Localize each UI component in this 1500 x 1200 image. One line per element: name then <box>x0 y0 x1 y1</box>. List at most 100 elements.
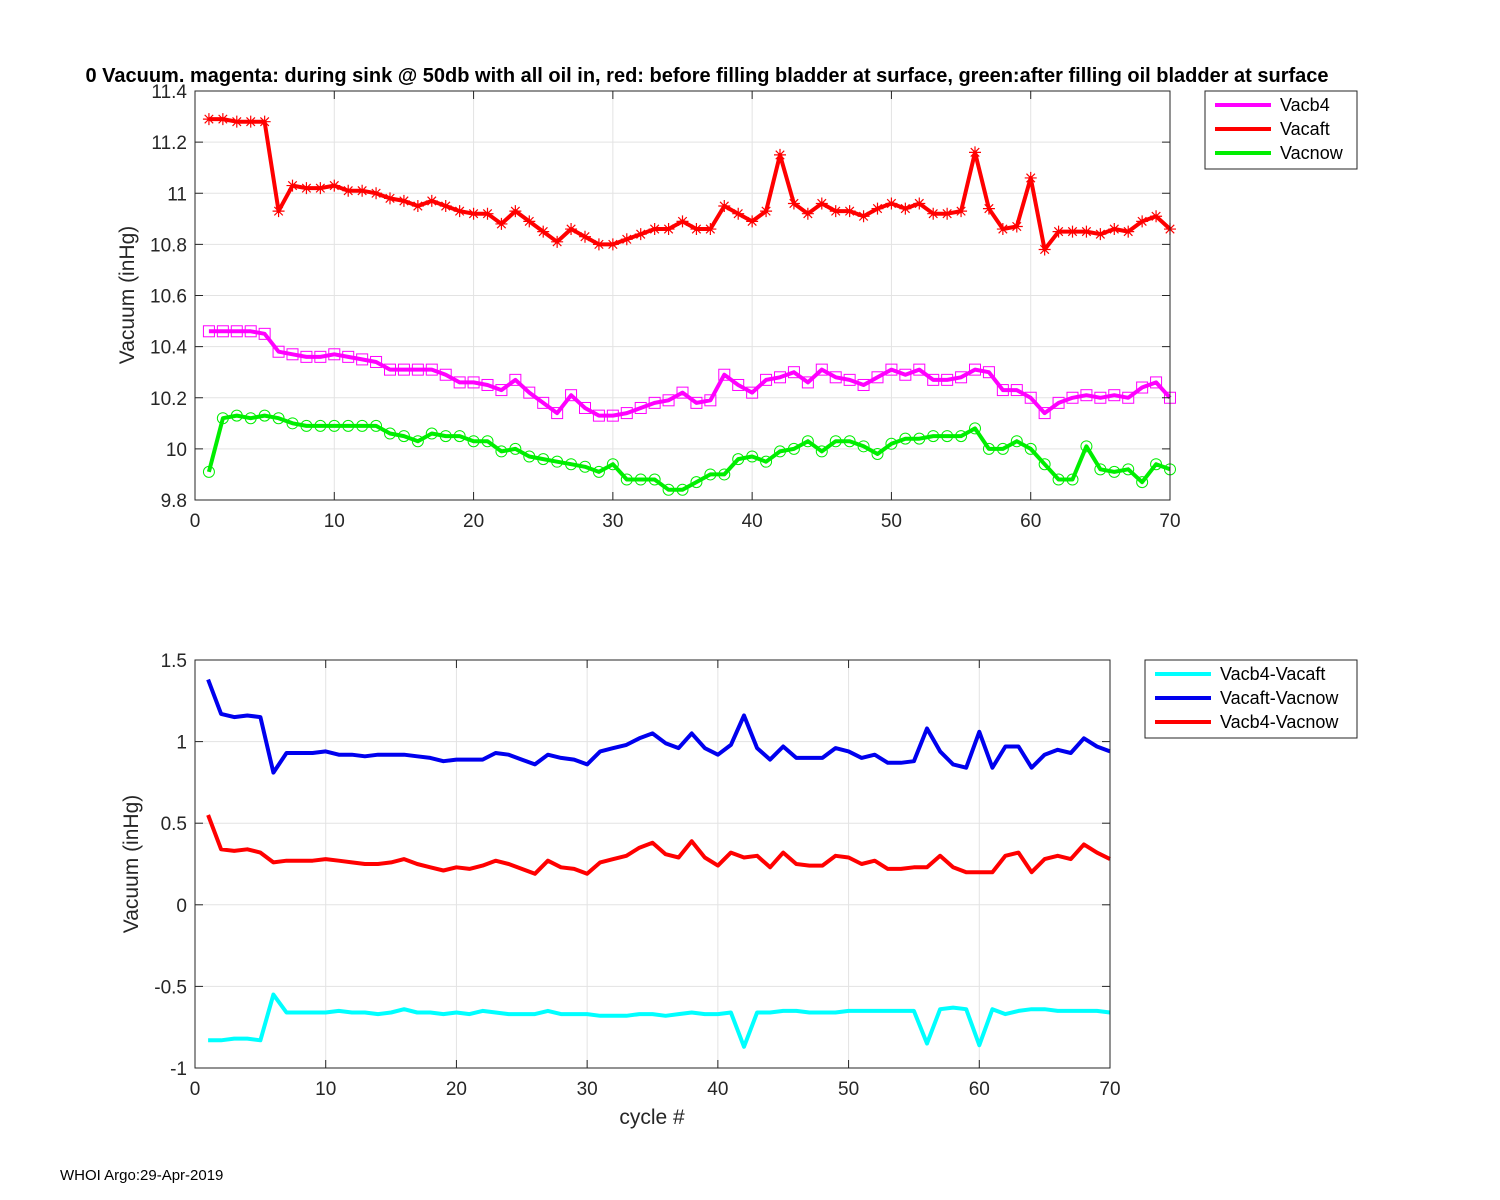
data-point-star <box>843 205 856 218</box>
data-point-square <box>551 407 564 420</box>
data-point-circle <box>857 440 870 453</box>
data-point-circle <box>815 445 828 458</box>
data-point-star <box>620 233 633 246</box>
data-point-star <box>509 205 522 218</box>
data-point-circle <box>202 465 215 478</box>
data-point-star <box>690 223 703 236</box>
x-tick-label: 30 <box>577 1079 598 1100</box>
data-point-square <box>523 386 536 399</box>
data-point-circle <box>899 432 912 445</box>
data-point-star <box>1024 171 1037 184</box>
data-point-star <box>662 223 675 236</box>
x-tick-label: 70 <box>1099 1079 1120 1100</box>
data-point-circle <box>551 455 564 468</box>
top-series-layer <box>202 113 1176 496</box>
data-point-circle <box>690 476 703 489</box>
x-tick-label: 20 <box>446 1079 467 1100</box>
data-point-circle <box>885 437 898 450</box>
data-point-circle <box>913 432 926 445</box>
data-point-circle <box>927 430 940 443</box>
data-point-star <box>453 205 466 218</box>
series-line <box>208 992 1111 1049</box>
data-point-square <box>300 350 313 363</box>
data-point-square <box>258 327 271 340</box>
data-point-star <box>774 148 786 161</box>
data-point-star <box>467 207 480 220</box>
data-point-star <box>1108 223 1121 236</box>
series-line <box>206 678 1111 775</box>
series-vacb4-vacaft <box>208 992 1111 1049</box>
data-point-circle <box>509 442 522 455</box>
data-point-square <box>244 325 257 338</box>
data-point-square <box>384 363 396 376</box>
data-point-circle <box>342 419 355 432</box>
y-tick-label: 1.5 <box>161 651 187 672</box>
data-point-circle <box>982 442 995 455</box>
x-tick-label: 30 <box>602 511 623 532</box>
data-point-square <box>606 409 619 422</box>
data-point-square <box>996 384 1009 397</box>
y-tick-label: 10.4 <box>150 338 187 359</box>
data-point-star <box>801 207 814 220</box>
data-point-circle <box>1024 442 1037 455</box>
data-point-square <box>509 373 522 386</box>
data-point-star <box>342 184 355 197</box>
data-point-square <box>857 378 870 391</box>
data-point-circle <box>467 435 480 448</box>
data-point-circle <box>565 458 578 471</box>
series-vacaft <box>202 113 1176 256</box>
series-line <box>208 329 1172 418</box>
data-point-square <box>1080 389 1093 402</box>
data-point-star <box>871 202 884 215</box>
data-point-circle <box>384 427 396 440</box>
data-point-square <box>328 348 341 361</box>
data-point-star <box>676 215 689 228</box>
data-point-star <box>969 146 981 159</box>
data-point-star <box>384 192 396 205</box>
data-point-square <box>397 363 410 376</box>
data-point-star <box>885 197 898 210</box>
data-point-circle <box>941 430 954 443</box>
data-point-square <box>662 394 675 407</box>
data-point-star <box>732 207 745 220</box>
bottom-x-axis-label: cycle # <box>619 1106 685 1129</box>
data-point-square <box>955 371 968 384</box>
data-point-circle <box>1080 440 1093 453</box>
data-point-star <box>230 115 243 128</box>
data-point-square <box>1066 391 1079 404</box>
y-tick-label: 1 <box>176 733 187 754</box>
figure: 0 Vacuum. magenta: during sink @ 50db wi… <box>85 65 1358 1129</box>
data-point-square <box>565 389 578 402</box>
data-point-star <box>1038 243 1051 256</box>
data-point-circle <box>746 450 759 463</box>
x-tick-label: 50 <box>881 511 902 532</box>
data-point-circle <box>411 435 424 448</box>
data-point-square <box>815 363 828 376</box>
data-point-circle <box>1066 473 1079 486</box>
data-point-square <box>982 366 995 379</box>
series-vacnow <box>202 409 1176 496</box>
x-tick-label: 10 <box>324 511 345 532</box>
legend-label: Vacb4-Vacaft <box>1220 664 1325 684</box>
top-y-ticks: 9.8 10 10.2 10.4 10.6 10.8 11 11.2 11.4 <box>150 82 1170 512</box>
series-vacb4-vacnow <box>206 814 1111 876</box>
data-point-star <box>927 207 940 220</box>
data-point-square <box>342 350 355 363</box>
top-y-axis-label: Vacuum (inHg) <box>116 226 139 365</box>
data-point-square <box>969 363 981 376</box>
data-point-star <box>565 223 578 236</box>
data-point-circle <box>537 453 550 466</box>
data-point-square <box>620 407 633 420</box>
data-point-star <box>258 115 271 128</box>
data-point-circle <box>662 483 675 496</box>
data-point-star <box>579 230 591 243</box>
data-point-circle <box>300 419 313 432</box>
data-point-square <box>885 363 898 376</box>
data-point-star <box>1066 225 1079 238</box>
data-point-star <box>411 200 424 213</box>
data-point-circle <box>272 412 285 425</box>
y-tick-label: 9.8 <box>161 491 187 512</box>
data-point-star <box>286 179 299 192</box>
data-point-star <box>370 187 383 200</box>
data-point-circle <box>523 450 536 463</box>
